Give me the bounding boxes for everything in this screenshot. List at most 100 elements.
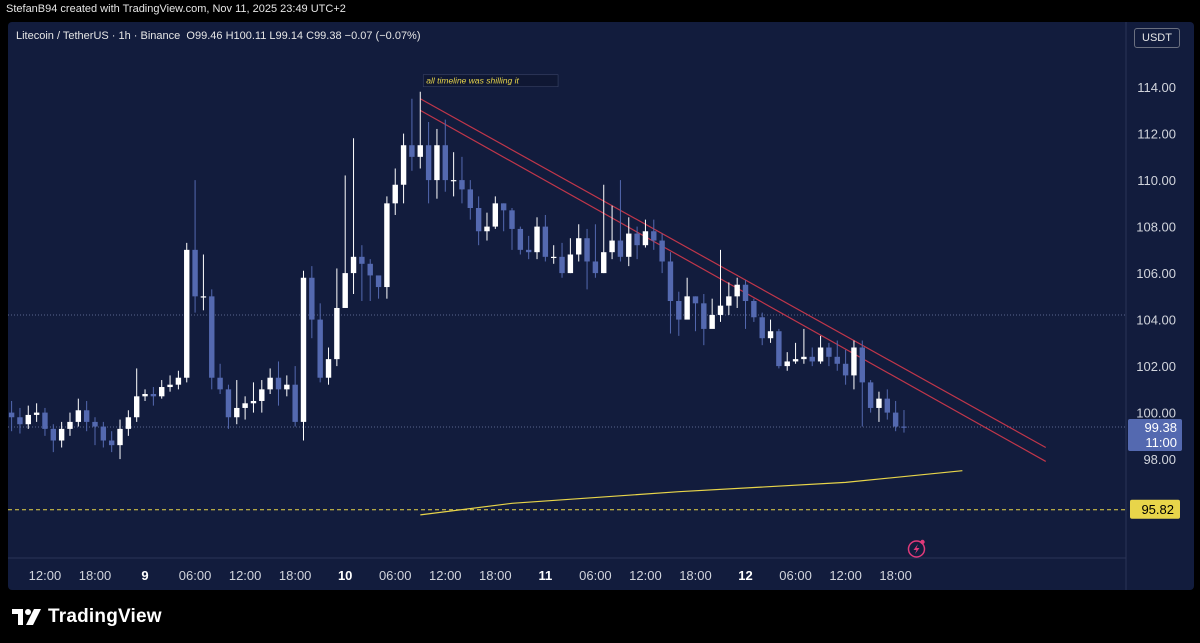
- candle-body[interactable]: [801, 356, 807, 360]
- candle-body[interactable]: [867, 382, 874, 408]
- candle-body[interactable]: [601, 252, 607, 274]
- candle-body[interactable]: [592, 261, 599, 274]
- candle-body[interactable]: [442, 145, 448, 181]
- candle-body[interactable]: [25, 414, 31, 425]
- candle-body[interactable]: [626, 233, 632, 257]
- candle-body[interactable]: [659, 240, 665, 262]
- candle-body[interactable]: [384, 203, 390, 288]
- candle-body[interactable]: [517, 228, 524, 250]
- candle-body[interactable]: [292, 384, 298, 422]
- price-chart[interactable]: all timeline was shilling it 98.00 100.00 1…: [8, 22, 1194, 590]
- candle-body[interactable]: [92, 421, 98, 427]
- annotation-box[interactable]: [422, 74, 559, 88]
- candle-body[interactable]: [75, 410, 82, 422]
- candle-body[interactable]: [534, 226, 540, 253]
- candle-body[interactable]: [792, 359, 799, 362]
- candle-body[interactable]: [851, 347, 857, 376]
- candle-body[interactable]: [159, 387, 165, 397]
- candle-body[interactable]: [767, 331, 774, 339]
- candle-body[interactable]: [425, 145, 432, 181]
- candle-body[interactable]: [450, 180, 457, 182]
- candle-body[interactable]: [809, 356, 815, 362]
- candle-body[interactable]: [167, 384, 173, 388]
- candle-body[interactable]: [709, 314, 715, 329]
- candle-body[interactable]: [300, 277, 307, 422]
- candle-body[interactable]: [250, 400, 257, 404]
- candle-body[interactable]: [359, 256, 365, 264]
- candle-body[interactable]: [225, 389, 232, 418]
- candle-body[interactable]: [617, 240, 624, 257]
- candle-body[interactable]: [467, 189, 473, 208]
- candle-body[interactable]: [375, 275, 382, 288]
- candle-body[interactable]: [434, 145, 440, 181]
- candle-body[interactable]: [584, 238, 590, 262]
- candle-body[interactable]: [609, 240, 615, 253]
- candle-body[interactable]: [567, 254, 574, 274]
- candle-body[interactable]: [209, 296, 215, 378]
- candle-body[interactable]: [634, 233, 640, 246]
- candle-body[interactable]: [492, 203, 499, 227]
- candle-body[interactable]: [500, 203, 507, 211]
- candle-body[interactable]: [509, 210, 515, 229]
- candle-body[interactable]: [142, 394, 148, 397]
- candle-body[interactable]: [108, 440, 115, 446]
- candle-body[interactable]: [859, 347, 865, 383]
- candle-body[interactable]: [751, 301, 757, 318]
- candle-body[interactable]: [309, 277, 315, 320]
- moving-average-line[interactable]: [420, 470, 963, 516]
- candle-body[interactable]: [742, 284, 749, 301]
- candle-body[interactable]: [200, 296, 207, 298]
- candle-body[interactable]: [826, 347, 832, 357]
- candle-body[interactable]: [17, 417, 23, 425]
- candle-body[interactable]: [58, 428, 65, 441]
- candle-body[interactable]: [459, 180, 465, 190]
- candle-body[interactable]: [784, 361, 790, 367]
- candle-body[interactable]: [234, 407, 240, 418]
- candle-body[interactable]: [259, 389, 265, 401]
- candle-body[interactable]: [100, 426, 107, 441]
- candle-body[interactable]: [884, 398, 890, 413]
- candle-body[interactable]: [892, 412, 899, 427]
- candle-body[interactable]: [125, 417, 132, 429]
- candle-body[interactable]: [325, 359, 332, 378]
- tradingview-logo[interactable]: TradingView: [12, 606, 162, 628]
- trendline-0[interactable]: [419, 98, 1047, 448]
- candle-body[interactable]: [83, 410, 90, 422]
- candle-body[interactable]: [67, 421, 73, 429]
- candle-body[interactable]: [342, 273, 348, 308]
- candle-body[interactable]: [551, 256, 557, 259]
- candle-body[interactable]: [542, 226, 549, 257]
- candle-body[interactable]: [409, 145, 415, 157]
- support-price-tag[interactable]: [1130, 499, 1180, 519]
- candle-body[interactable]: [684, 296, 690, 320]
- candle-body[interactable]: [284, 384, 290, 390]
- candle-body[interactable]: [275, 377, 282, 390]
- candle-body[interactable]: [175, 377, 182, 385]
- candle-body[interactable]: [726, 296, 732, 306]
- last-price-tag[interactable]: [1128, 419, 1182, 452]
- candle-body[interactable]: [676, 301, 682, 320]
- candle-body[interactable]: [317, 319, 323, 378]
- candle-body[interactable]: [776, 331, 782, 367]
- candle-body[interactable]: [267, 377, 273, 390]
- candle-body[interactable]: [576, 238, 582, 255]
- candle-body[interactable]: [117, 428, 123, 446]
- candle-body[interactable]: [717, 305, 724, 315]
- candle-body[interactable]: [33, 412, 40, 415]
- candle-body[interactable]: [42, 412, 48, 429]
- candle-body[interactable]: [367, 263, 373, 276]
- candle-body[interactable]: [484, 226, 490, 232]
- candle-body[interactable]: [701, 303, 707, 329]
- candle-body[interactable]: [817, 347, 824, 362]
- trendline-1[interactable]: [419, 109, 1047, 462]
- candle-body[interactable]: [901, 426, 907, 428]
- candle-body[interactable]: [192, 249, 198, 297]
- candle-body[interactable]: [217, 377, 223, 390]
- lightning-alert-icon[interactable]: [907, 539, 926, 558]
- candle-body[interactable]: [400, 145, 407, 185]
- candle-body[interactable]: [242, 403, 248, 408]
- candle-body[interactable]: [734, 284, 740, 297]
- candle-body[interactable]: [334, 307, 340, 360]
- candle-body[interactable]: [667, 261, 674, 301]
- candle-body[interactable]: [525, 249, 532, 253]
